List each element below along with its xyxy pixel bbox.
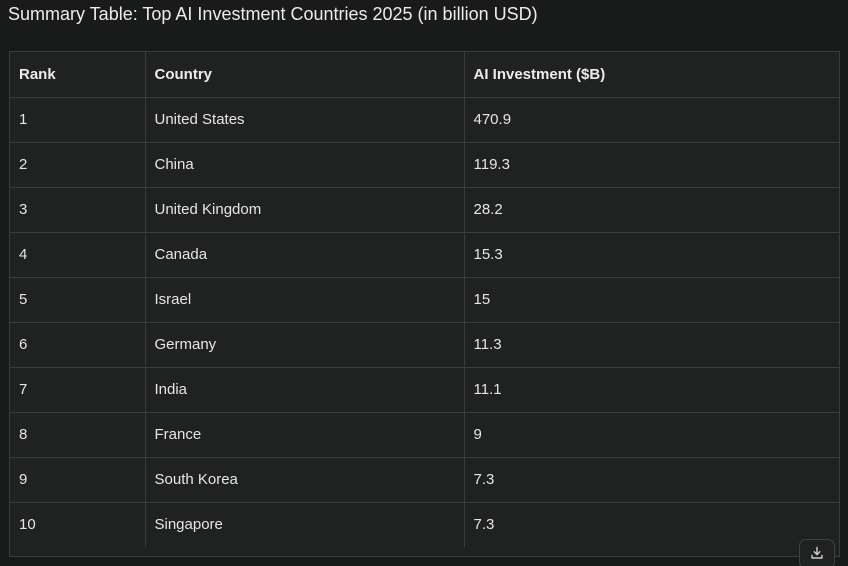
table-row: 10 Singapore 7.3 [10,502,839,547]
cell-investment: 9 [464,412,839,458]
cell-country: Israel [145,277,465,323]
cell-rank: 6 [10,322,146,368]
header-ai-investment: AI Investment ($B) [464,52,839,98]
cell-investment: 119.3 [464,142,839,188]
cell-investment: 28.2 [464,187,839,233]
cell-country: Canada [145,232,465,278]
cell-country: South Korea [145,457,465,503]
table-row: 1 United States 470.9 [10,97,839,143]
cell-country: India [145,367,465,413]
cell-rank: 2 [10,142,146,188]
table-row: 9 South Korea 7.3 [10,457,839,503]
cell-investment: 15.3 [464,232,839,278]
cell-investment: 7.3 [464,457,839,503]
cell-country: France [145,412,465,458]
table-row: 6 Germany 11.3 [10,322,839,368]
table-row: 2 China 119.3 [10,142,839,188]
table-row: 3 United Kingdom 28.2 [10,187,839,233]
download-button[interactable] [799,539,835,566]
cell-investment: 11.3 [464,322,839,368]
cell-rank: 7 [10,367,146,413]
summary-table: Rank Country AI Investment ($B) 1 United… [10,52,839,547]
cell-country: Germany [145,322,465,368]
table-row: 5 Israel 15 [10,277,839,323]
cell-rank: 8 [10,412,146,458]
header-country: Country [145,52,465,98]
summary-table-container: Rank Country AI Investment ($B) 1 United… [9,51,840,557]
cell-rank: 5 [10,277,146,323]
cell-country: China [145,142,465,188]
cell-rank: 10 [10,502,146,547]
cell-country: United States [145,97,465,143]
cell-investment: 470.9 [464,97,839,143]
table-row: 7 India 11.1 [10,367,839,413]
header-rank: Rank [10,52,146,98]
cell-investment: 11.1 [464,367,839,413]
table-row: 4 Canada 15.3 [10,232,839,278]
table-title: Summary Table: Top AI Investment Countri… [8,4,538,24]
cell-investment: 7.3 [473,516,495,534]
cell-rank: 9 [10,457,146,503]
table-header-row: Rank Country AI Investment ($B) [10,52,839,98]
cell-investment: 15 [464,277,839,323]
cell-country: Singapore [145,502,465,547]
download-icon [811,546,823,559]
cell-rank: 4 [10,232,146,278]
cell-rank: 3 [10,187,146,233]
cell-country: United Kingdom [145,187,465,233]
table-row: 8 France 9 [10,412,839,458]
cell-rank: 1 [10,97,146,143]
